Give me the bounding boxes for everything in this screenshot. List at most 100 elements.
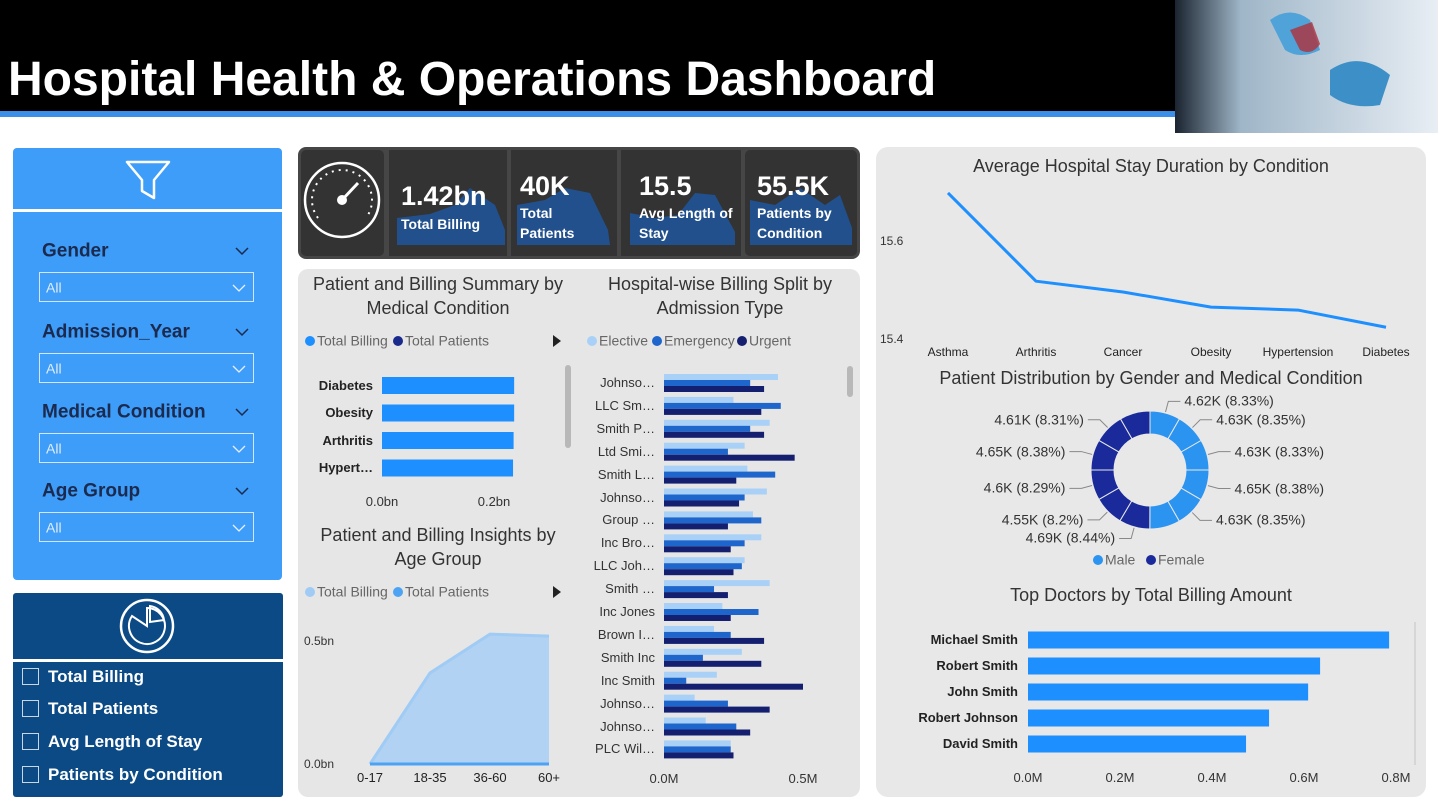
scrollbar[interactable] [847, 366, 853, 397]
dropdown-chevron[interactable] [232, 524, 246, 532]
bar [664, 408, 762, 415]
legend-label: Total Patients [405, 332, 490, 349]
bar [664, 546, 731, 553]
kpi-value: 55.5K [757, 170, 830, 201]
filter-chevron[interactable] [235, 328, 249, 337]
bar [664, 465, 748, 472]
bar [664, 609, 759, 615]
bar [664, 717, 706, 724]
filter-icon [125, 160, 171, 200]
filter-value: All [46, 440, 62, 457]
measure-label: Patients by Condition [48, 764, 223, 784]
data-label: 4.6K (8.29%) [983, 479, 1066, 496]
legend-swatch[interactable] [652, 336, 662, 346]
bar [664, 454, 795, 461]
filter-value: All [46, 519, 62, 536]
bar [664, 396, 734, 403]
y-tick-label: Inc Jones [599, 604, 655, 620]
bar [664, 386, 765, 392]
legend-swatch[interactable] [393, 587, 403, 597]
bar [664, 654, 703, 661]
legend-swatch[interactable] [587, 336, 597, 346]
y-tick-label: Johnso… [600, 489, 655, 505]
legend-swatch[interactable] [737, 336, 747, 346]
bar [664, 534, 762, 541]
bar [664, 431, 765, 438]
measure-label: Total Patients [48, 698, 159, 718]
kpi-value: 1.42bn [401, 180, 487, 211]
y-tick-label: Smith P… [596, 421, 655, 436]
y-tick-label: Inc Smith [600, 672, 655, 688]
dropdown-chevron[interactable] [232, 365, 246, 373]
measure-label: Total Billing [48, 666, 145, 686]
y-tick-label: LLC Sm… [595, 398, 655, 414]
filter-chevron[interactable] [235, 247, 249, 256]
y-tick-label: Robert Smith [936, 658, 1018, 674]
y-tick-label: Smith Inc [600, 650, 655, 665]
leader-line [1119, 527, 1135, 539]
measure-label: Avg Length of Stay [48, 731, 203, 751]
bar [1028, 631, 1390, 649]
data-label: 4.65K (8.38%) [1234, 480, 1325, 497]
x-tick-label: 0.6M [1289, 770, 1319, 786]
measure-icon-pie [127, 604, 166, 645]
measure-checkbox[interactable] [22, 668, 39, 685]
y-tick-label: Group … [602, 512, 655, 528]
x-tick-label: Asthma [927, 344, 969, 359]
legend-arrow[interactable] [553, 586, 561, 598]
y-tick-label: 15.4 [880, 331, 904, 346]
legend-label: Total Patients [405, 583, 490, 600]
bar [664, 625, 715, 632]
x-tick-label: Arthritis [1015, 344, 1057, 359]
leader-line [1192, 419, 1213, 428]
bar [664, 592, 728, 599]
bar [664, 752, 734, 759]
y-tick-label: Diabetes [318, 377, 373, 393]
bar [664, 380, 751, 386]
dropdown-chevron[interactable] [232, 445, 246, 453]
x-tick-label: 0.0M [1013, 770, 1043, 786]
legend-swatch[interactable] [393, 336, 403, 346]
leader-line [1165, 400, 1181, 413]
measure-checkbox[interactable] [22, 700, 39, 717]
filter-dropdown[interactable] [39, 272, 254, 302]
measure-panel [13, 593, 283, 797]
bar [664, 517, 762, 524]
legend-swatch[interactable] [305, 587, 315, 597]
filter-chevron[interactable] [235, 487, 249, 496]
chart-title: Top Doctors by Total Billing Amount [1010, 585, 1292, 605]
dropdown-chevron[interactable] [232, 284, 246, 292]
x-tick-label: 0.0M [649, 771, 679, 787]
bar [664, 700, 728, 707]
data-label: 4.62K (8.33%) [1184, 393, 1274, 410]
measure-checkbox[interactable] [22, 766, 39, 783]
filter-dropdown[interactable] [39, 433, 254, 463]
legend-swatch[interactable] [305, 336, 315, 346]
chart-title: Patient and Billing Summary by Medical C… [312, 274, 564, 318]
bar [664, 746, 731, 753]
data-label: 4.63K (8.35%) [1216, 511, 1306, 528]
y-tick-label: Hypert… [318, 460, 373, 476]
filter-dropdown[interactable] [39, 512, 254, 542]
bar [664, 723, 737, 730]
bar [664, 494, 745, 501]
y-tick-label: Arthritis [322, 432, 373, 448]
filter-dropdown[interactable] [39, 353, 254, 383]
leader-line [1069, 484, 1093, 489]
kpi-label: Total Patients [520, 205, 575, 241]
scrollbar[interactable] [565, 365, 571, 448]
legend-swatch[interactable] [1146, 555, 1156, 565]
filter-panel [13, 148, 282, 580]
header-rule [0, 111, 1438, 117]
legend-arrow[interactable] [553, 335, 561, 347]
x-tick-label: Obesity [1190, 344, 1232, 359]
data-label: 4.69K (8.44%) [1025, 530, 1116, 547]
filter-chevron[interactable] [235, 408, 249, 417]
measure-checkbox[interactable] [22, 733, 39, 750]
bar [664, 477, 737, 484]
legend-swatch[interactable] [1093, 555, 1103, 565]
bar [664, 740, 731, 747]
bar [664, 694, 695, 701]
leader-line [1207, 485, 1231, 490]
